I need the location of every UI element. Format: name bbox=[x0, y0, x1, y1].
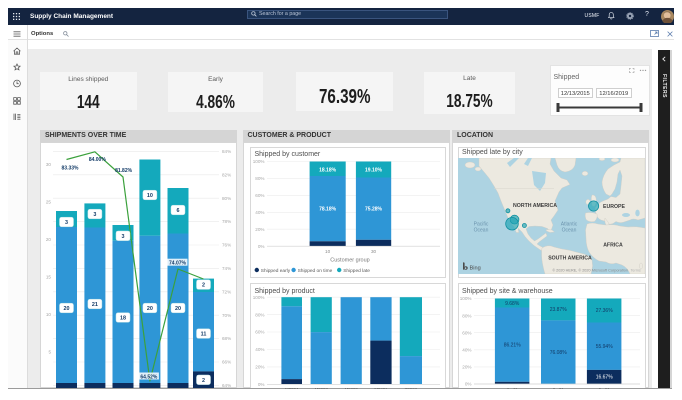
svg-text:82%: 82% bbox=[222, 172, 231, 177]
svg-text:78.18%: 78.18% bbox=[319, 207, 337, 213]
svg-text:23.87%: 23.87% bbox=[550, 307, 568, 313]
svg-text:Ocean: Ocean bbox=[474, 228, 489, 234]
svg-text:84.00%: 84.00% bbox=[89, 157, 107, 163]
svg-text:74%: 74% bbox=[222, 266, 231, 271]
svg-text:2: 2 bbox=[202, 378, 205, 384]
svg-text:Ocean: Ocean bbox=[562, 228, 577, 234]
svg-text:M9200: M9200 bbox=[345, 387, 359, 389]
svg-text:16.67%: 16.67% bbox=[596, 374, 614, 380]
svg-text:66%: 66% bbox=[222, 360, 231, 365]
svg-text:Shipped on time: Shipped on time bbox=[298, 268, 333, 274]
svg-text:0%: 0% bbox=[258, 244, 265, 249]
svg-text:20%: 20% bbox=[462, 364, 471, 369]
svg-text:Shipped late: Shipped late bbox=[343, 268, 370, 274]
svg-text:100%: 100% bbox=[253, 159, 265, 164]
svg-text:20: 20 bbox=[147, 306, 153, 312]
svg-text:1 - 11: 1 - 11 bbox=[507, 387, 518, 389]
svg-text:75.28%: 75.28% bbox=[365, 207, 383, 213]
svg-text:3: 3 bbox=[65, 220, 68, 226]
svg-text:76.08%: 76.08% bbox=[550, 349, 568, 355]
svg-text:T0003: T0003 bbox=[405, 387, 418, 389]
svg-text:83.33%: 83.33% bbox=[62, 166, 80, 172]
svg-text:60%: 60% bbox=[255, 329, 264, 334]
svg-text:19.10%: 19.10% bbox=[365, 168, 383, 174]
svg-text:Terms: Terms bbox=[631, 269, 641, 273]
svg-text:EUROPE: EUROPE bbox=[603, 204, 625, 210]
svg-text:27.36%: 27.36% bbox=[596, 308, 614, 314]
svg-text:AFRICA: AFRICA bbox=[603, 243, 623, 249]
svg-text:100%: 100% bbox=[460, 296, 472, 301]
svg-text:40%: 40% bbox=[255, 347, 264, 352]
svg-text:55.94%: 55.94% bbox=[596, 343, 614, 349]
svg-text:M0004: M0004 bbox=[285, 387, 299, 389]
svg-text:© 2020 HERE, © 2020 Microsoft: © 2020 HERE, © 2020 Microsoft Corporatio… bbox=[552, 269, 628, 273]
svg-text:NORTH AMERICA: NORTH AMERICA bbox=[513, 203, 557, 209]
svg-text:20: 20 bbox=[175, 306, 181, 312]
svg-text:76%: 76% bbox=[222, 243, 231, 248]
svg-text:0%: 0% bbox=[465, 381, 472, 386]
svg-text:Bing: Bing bbox=[470, 266, 481, 272]
svg-text:Shipped early: Shipped early bbox=[261, 268, 291, 274]
svg-text:30: 30 bbox=[371, 249, 377, 254]
svg-text:6: 6 bbox=[177, 208, 180, 214]
svg-text:72%: 72% bbox=[222, 289, 231, 294]
svg-text:Atlantic: Atlantic bbox=[561, 222, 578, 228]
svg-text:40%: 40% bbox=[255, 210, 264, 215]
svg-text:Shipped by customer: Shipped by customer bbox=[255, 151, 321, 158]
svg-text:M0007: M0007 bbox=[315, 387, 329, 389]
svg-text:Customer group: Customer group bbox=[330, 258, 369, 264]
svg-text:20: 20 bbox=[64, 306, 70, 312]
svg-text:81.82%: 81.82% bbox=[115, 168, 133, 174]
svg-text:40%: 40% bbox=[462, 347, 471, 352]
svg-text:15: 15 bbox=[46, 275, 52, 280]
svg-text:3: 3 bbox=[93, 212, 96, 218]
svg-text:80%: 80% bbox=[222, 196, 231, 201]
svg-text:11: 11 bbox=[201, 332, 207, 338]
svg-text:Pacific: Pacific bbox=[474, 222, 489, 228]
svg-text:68%: 68% bbox=[222, 336, 231, 341]
svg-text:18: 18 bbox=[120, 316, 126, 322]
svg-text:M9201: M9201 bbox=[374, 387, 388, 389]
svg-text:2 - 21: 2 - 21 bbox=[553, 387, 565, 389]
svg-text:84%: 84% bbox=[222, 149, 231, 154]
svg-text:74.07%: 74.07% bbox=[169, 261, 187, 267]
svg-text:20%: 20% bbox=[255, 227, 264, 232]
svg-text:5: 5 bbox=[48, 350, 51, 355]
svg-text:6 - 61: 6 - 61 bbox=[599, 387, 611, 389]
svg-text:10: 10 bbox=[325, 249, 331, 254]
svg-text:60%: 60% bbox=[255, 193, 264, 198]
svg-text:10: 10 bbox=[147, 193, 153, 199]
svg-text:80%: 80% bbox=[255, 176, 264, 181]
svg-text:10: 10 bbox=[46, 312, 52, 317]
svg-text:20%: 20% bbox=[255, 364, 264, 369]
svg-text:60%: 60% bbox=[462, 330, 471, 335]
svg-text:9.68%: 9.68% bbox=[505, 300, 520, 306]
svg-text:64%: 64% bbox=[222, 383, 231, 388]
svg-text:78%: 78% bbox=[222, 219, 231, 224]
svg-text:80%: 80% bbox=[462, 313, 471, 318]
svg-text:3: 3 bbox=[122, 234, 125, 240]
svg-text:SOUTH AMERICA: SOUTH AMERICA bbox=[548, 256, 592, 262]
svg-text:25: 25 bbox=[46, 200, 52, 205]
svg-text:100%: 100% bbox=[253, 294, 265, 299]
svg-text:80%: 80% bbox=[255, 312, 264, 317]
svg-text:70%: 70% bbox=[222, 313, 231, 318]
svg-text:30: 30 bbox=[46, 162, 52, 167]
svg-text:20: 20 bbox=[46, 237, 52, 242]
svg-text:0%: 0% bbox=[258, 382, 265, 387]
svg-text:86.21%: 86.21% bbox=[504, 342, 522, 348]
svg-text:Shipped by site & warehouse: Shipped by site & warehouse bbox=[462, 288, 553, 295]
svg-text:64.52%: 64.52% bbox=[140, 374, 158, 380]
svg-text:21: 21 bbox=[92, 302, 98, 308]
svg-text:18.18%: 18.18% bbox=[319, 168, 337, 174]
svg-text:Shipped by product: Shipped by product bbox=[255, 288, 315, 295]
svg-text:2: 2 bbox=[202, 283, 205, 289]
